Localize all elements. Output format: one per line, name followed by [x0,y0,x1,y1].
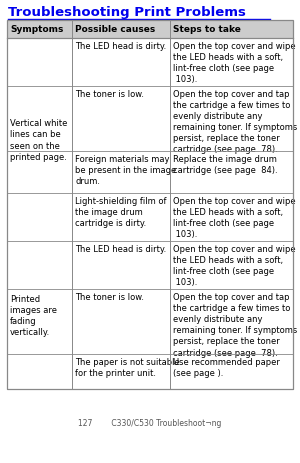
Text: Use recommended paper
(see page ).: Use recommended paper (see page ). [173,357,280,377]
Text: Printed
images are
fading
vertically.: Printed images are fading vertically. [10,294,57,337]
Bar [7,21,293,389]
Text: Open the top cover and wipe
the LED heads with a soft,
lint-free cloth (see page: Open the top cover and wipe the LED head… [173,42,296,84]
Text: Replace the image drum
cartridge (see page  84).: Replace the image drum cartridge (see pa… [173,155,278,175]
Text: Possible causes: Possible causes [75,25,155,34]
Text: Vertical white
lines can be
seen on the
printed page.: Vertical white lines can be seen on the … [10,119,68,161]
Text: Open the top cover and tap
the cartridge a few times to
evenly distribute any
re: Open the top cover and tap the cartridge… [173,90,297,154]
Text: Symptoms: Symptoms [10,25,63,34]
Text: The LED head is dirty.: The LED head is dirty. [75,244,166,253]
Text: Foreign materials may
be present in the image
drum.: Foreign materials may be present in the … [75,155,176,186]
Text: Light-shielding film of
the image drum
cartridge is dirty.: Light-shielding film of the image drum c… [75,197,166,228]
Text: Open the top cover and tap
the cartridge a few times to
evenly distribute any
re: Open the top cover and tap the cartridge… [173,292,297,357]
Text: Open the top cover and wipe
the LED heads with a soft,
lint-free cloth (see page: Open the top cover and wipe the LED head… [173,197,296,239]
Text: Steps to take: Steps to take [173,25,241,34]
Text: The paper is not suitable
for the printer unit.: The paper is not suitable for the printe… [75,357,180,377]
Text: 127        C330/C530 Troubleshoot¬ng: 127 C330/C530 Troubleshoot¬ng [78,419,222,427]
Text: Open the top cover and wipe
the LED heads with a soft,
lint-free cloth (see page: Open the top cover and wipe the LED head… [173,244,296,287]
Bar [7,21,293,39]
Text: The toner is low.: The toner is low. [75,292,144,301]
Text: The LED head is dirty.: The LED head is dirty. [75,42,166,51]
Text: Troubleshooting Print Problems: Troubleshooting Print Problems [8,6,246,19]
Text: The toner is low.: The toner is low. [75,90,144,99]
